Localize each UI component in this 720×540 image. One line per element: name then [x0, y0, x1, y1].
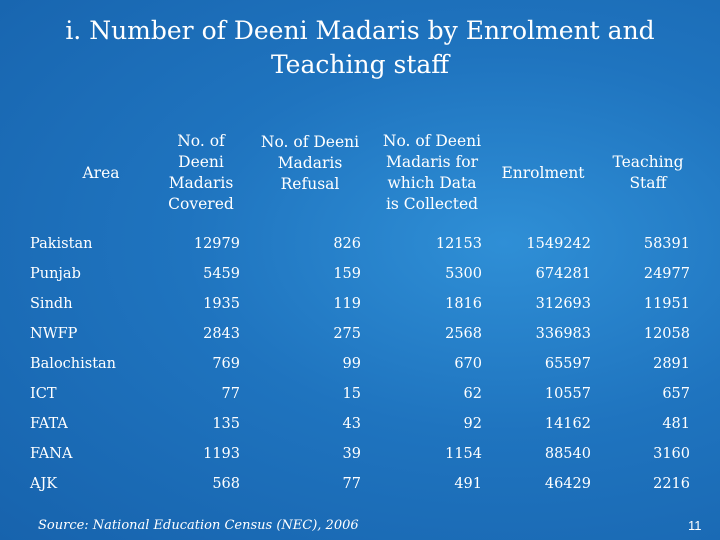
cell-area: Pakistan: [30, 236, 93, 252]
table-header: Area No. of Deeni Madaris Covered No. of…: [0, 118, 720, 228]
slide-title: i. Number of Deeni Madaris by Enrolment …: [0, 14, 720, 82]
header-refusal-line: No. of Deeni: [260, 133, 360, 151]
slide-title-line-2: Teaching staff: [270, 50, 450, 79]
cell-staff: 657: [662, 386, 690, 402]
cell-staff: 481: [662, 416, 690, 432]
table-row: NWFP 2843 275 2568 336983 12058: [0, 322, 720, 352]
header-covered-line: Covered: [168, 195, 234, 213]
cell-collected: 491: [454, 476, 482, 492]
header-staff: Teaching Staff: [596, 118, 700, 228]
cell-collected: 62: [463, 386, 482, 402]
cell-staff: 2216: [653, 476, 690, 492]
header-refusal: No. of Deeni Madaris Refusal: [250, 118, 370, 228]
header-enrolment-line: Enrolment: [501, 163, 585, 182]
cell-covered: 1935: [203, 296, 240, 312]
cell-enrolment: 14162: [544, 416, 591, 432]
cell-area: Sindh: [30, 296, 73, 312]
cell-refusal: 99: [342, 356, 361, 372]
header-collected-line: is Collected: [385, 195, 479, 213]
header-covered-line: Madaris: [168, 174, 234, 192]
cell-covered: 568: [212, 476, 240, 492]
header-collected-line: which Data: [387, 174, 477, 192]
cell-covered: 2843: [203, 326, 240, 342]
table-row: FANA 1193 39 1154 88540 3160: [0, 442, 720, 472]
header-staff-line: Teaching: [612, 153, 684, 171]
cell-collected: 2568: [445, 326, 482, 342]
cell-enrolment: 336983: [535, 326, 591, 342]
header-collected-line: Madaris for: [385, 153, 478, 171]
cell-enrolment: 1549242: [526, 236, 591, 252]
table-row: Punjab 5459 159 5300 674281 24977: [0, 262, 720, 292]
cell-enrolment: 312693: [535, 296, 591, 312]
header-collected-line: No. of Deeni: [382, 132, 482, 150]
header-covered: No. of Deeni Madaris Covered: [147, 118, 255, 228]
cell-enrolment: 10557: [544, 386, 591, 402]
cell-collected: 12153: [435, 236, 482, 252]
table-row: Balochistan 769 99 670 65597 2891: [0, 352, 720, 382]
header-refusal-line: Refusal: [280, 175, 340, 193]
cell-refusal: 275: [333, 326, 361, 342]
cell-area: FATA: [30, 416, 68, 432]
header-covered-line: Deeni: [178, 153, 224, 171]
cell-collected: 5300: [445, 266, 482, 282]
page-number: 11: [688, 518, 702, 533]
cell-covered: 5459: [203, 266, 240, 282]
cell-area: ICT: [30, 386, 57, 402]
table-row: Pakistan 12979 826 12153 1549242 58391: [0, 232, 720, 262]
cell-covered: 135: [212, 416, 240, 432]
table-row: AJK 568 77 491 46429 2216: [0, 472, 720, 502]
header-staff-line: Staff: [629, 174, 667, 192]
header-refusal-line: Madaris: [277, 154, 343, 172]
cell-enrolment: 88540: [544, 446, 591, 462]
source-note: Source: National Education Census (NEC),…: [38, 518, 359, 533]
cell-refusal: 15: [342, 386, 361, 402]
cell-area: Punjab: [30, 266, 81, 282]
cell-refusal: 43: [342, 416, 361, 432]
cell-covered: 12979: [193, 236, 240, 252]
cell-collected: 1816: [445, 296, 482, 312]
table-row: Sindh 1935 119 1816 312693 11951: [0, 292, 720, 322]
table-row: ICT 77 15 62 10557 657: [0, 382, 720, 412]
cell-collected: 92: [463, 416, 482, 432]
cell-staff: 24977: [643, 266, 690, 282]
cell-staff: 12058: [643, 326, 690, 342]
cell-refusal: 159: [333, 266, 361, 282]
slide-title-line-1: i. Number of Deeni Madaris by Enrolment …: [65, 16, 655, 45]
cell-covered: 77: [221, 386, 240, 402]
header-collected: No. of Deeni Madaris for which Data is C…: [366, 118, 498, 228]
header-area-line: Area: [82, 163, 120, 182]
header-covered-line: No. of: [177, 132, 225, 150]
cell-staff: 58391: [643, 236, 690, 252]
table-row: FATA 135 43 92 14162 481: [0, 412, 720, 442]
header-enrolment: Enrolment: [492, 118, 594, 228]
cell-area: Balochistan: [30, 356, 117, 372]
cell-covered: 769: [212, 356, 240, 372]
cell-refusal: 119: [333, 296, 361, 312]
cell-enrolment: 674281: [535, 266, 591, 282]
cell-enrolment: 65597: [544, 356, 591, 372]
cell-collected: 670: [454, 356, 482, 372]
cell-refusal: 39: [342, 446, 361, 462]
cell-area: NWFP: [30, 326, 78, 342]
cell-area: AJK: [30, 476, 58, 492]
cell-staff: 11951: [643, 296, 690, 312]
table-body: Pakistan 12979 826 12153 1549242 58391 Punjab 5…: [0, 232, 720, 502]
header-area: Area: [56, 118, 146, 228]
cell-enrolment: 46429: [544, 476, 591, 492]
cell-covered: 1193: [203, 446, 240, 462]
cell-refusal: 77: [342, 476, 361, 492]
cell-staff: 3160: [653, 446, 690, 462]
cell-staff: 2891: [653, 356, 690, 372]
cell-collected: 1154: [445, 446, 482, 462]
cell-refusal: 826: [333, 236, 361, 252]
cell-area: FANA: [30, 446, 73, 462]
